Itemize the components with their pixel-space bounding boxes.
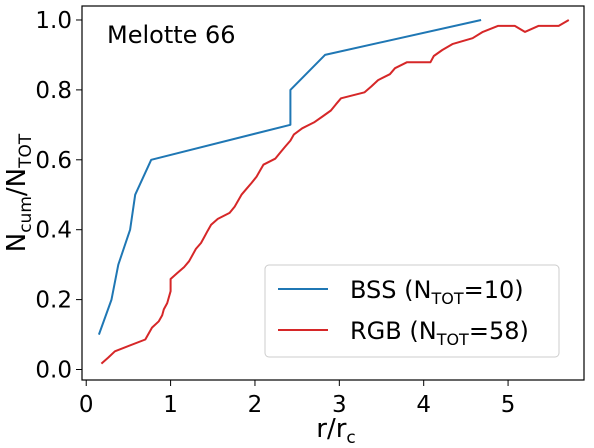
- y-tick-label: 0.4: [35, 218, 72, 244]
- legend-box: [264, 264, 560, 358]
- y-axis-label-sub1: cum: [16, 196, 36, 233]
- cluster-annotation: Melotte 66: [107, 21, 236, 49]
- x-tick-label: 5: [501, 392, 516, 418]
- y-axis-label-main: N: [2, 233, 32, 252]
- x-axis-label-main: r/r: [316, 414, 346, 444]
- y-axis-label-mid: /N: [2, 168, 32, 196]
- legend-bss-sub: TOT: [430, 289, 463, 308]
- legend-label-bss: BSS (NTOT=10): [350, 276, 524, 308]
- x-axis-label: r/rc: [316, 414, 356, 448]
- x-axis-ticks: 0 1 2 3 4 5: [79, 380, 515, 418]
- y-tick-label: 0.8: [35, 78, 72, 104]
- rgb-line: [100, 19, 570, 365]
- y-axis-ticks: 0.0 0.2 0.4 0.6 0.8 1.0: [35, 8, 82, 384]
- y-tick-label: 0.6: [35, 148, 72, 174]
- y-tick-label: 0.2: [35, 288, 72, 314]
- y-axis-label-sub2: TOT: [16, 133, 36, 169]
- legend: BSS (NTOT=10) RGB (NTOT=58): [264, 264, 560, 358]
- y-axis-label: Ncum/NTOT: [2, 133, 36, 252]
- bss-line: [97, 19, 482, 335]
- legend-bss-name: BSS (N: [350, 276, 431, 304]
- x-axis-label-sub: c: [346, 428, 355, 448]
- series-lines: [97, 19, 570, 365]
- y-tick-label: 1.0: [35, 8, 72, 34]
- x-tick-label: 3: [332, 392, 347, 418]
- plot-frame: [81, 5, 585, 381]
- x-tick-label: 4: [416, 392, 431, 418]
- x-tick-label: 1: [163, 392, 178, 418]
- x-tick-label: 0: [79, 392, 94, 418]
- legend-label-rgb: RGB (NTOT=58): [350, 317, 529, 349]
- legend-bss-tail: =10): [464, 276, 524, 304]
- x-tick-label: 2: [248, 392, 263, 418]
- y-tick-label: 0.0: [35, 358, 72, 384]
- legend-rgb-sub: TOT: [436, 330, 469, 349]
- legend-rgb-name: RGB (N: [350, 317, 437, 345]
- legend-rgb-tail: =58): [469, 317, 529, 345]
